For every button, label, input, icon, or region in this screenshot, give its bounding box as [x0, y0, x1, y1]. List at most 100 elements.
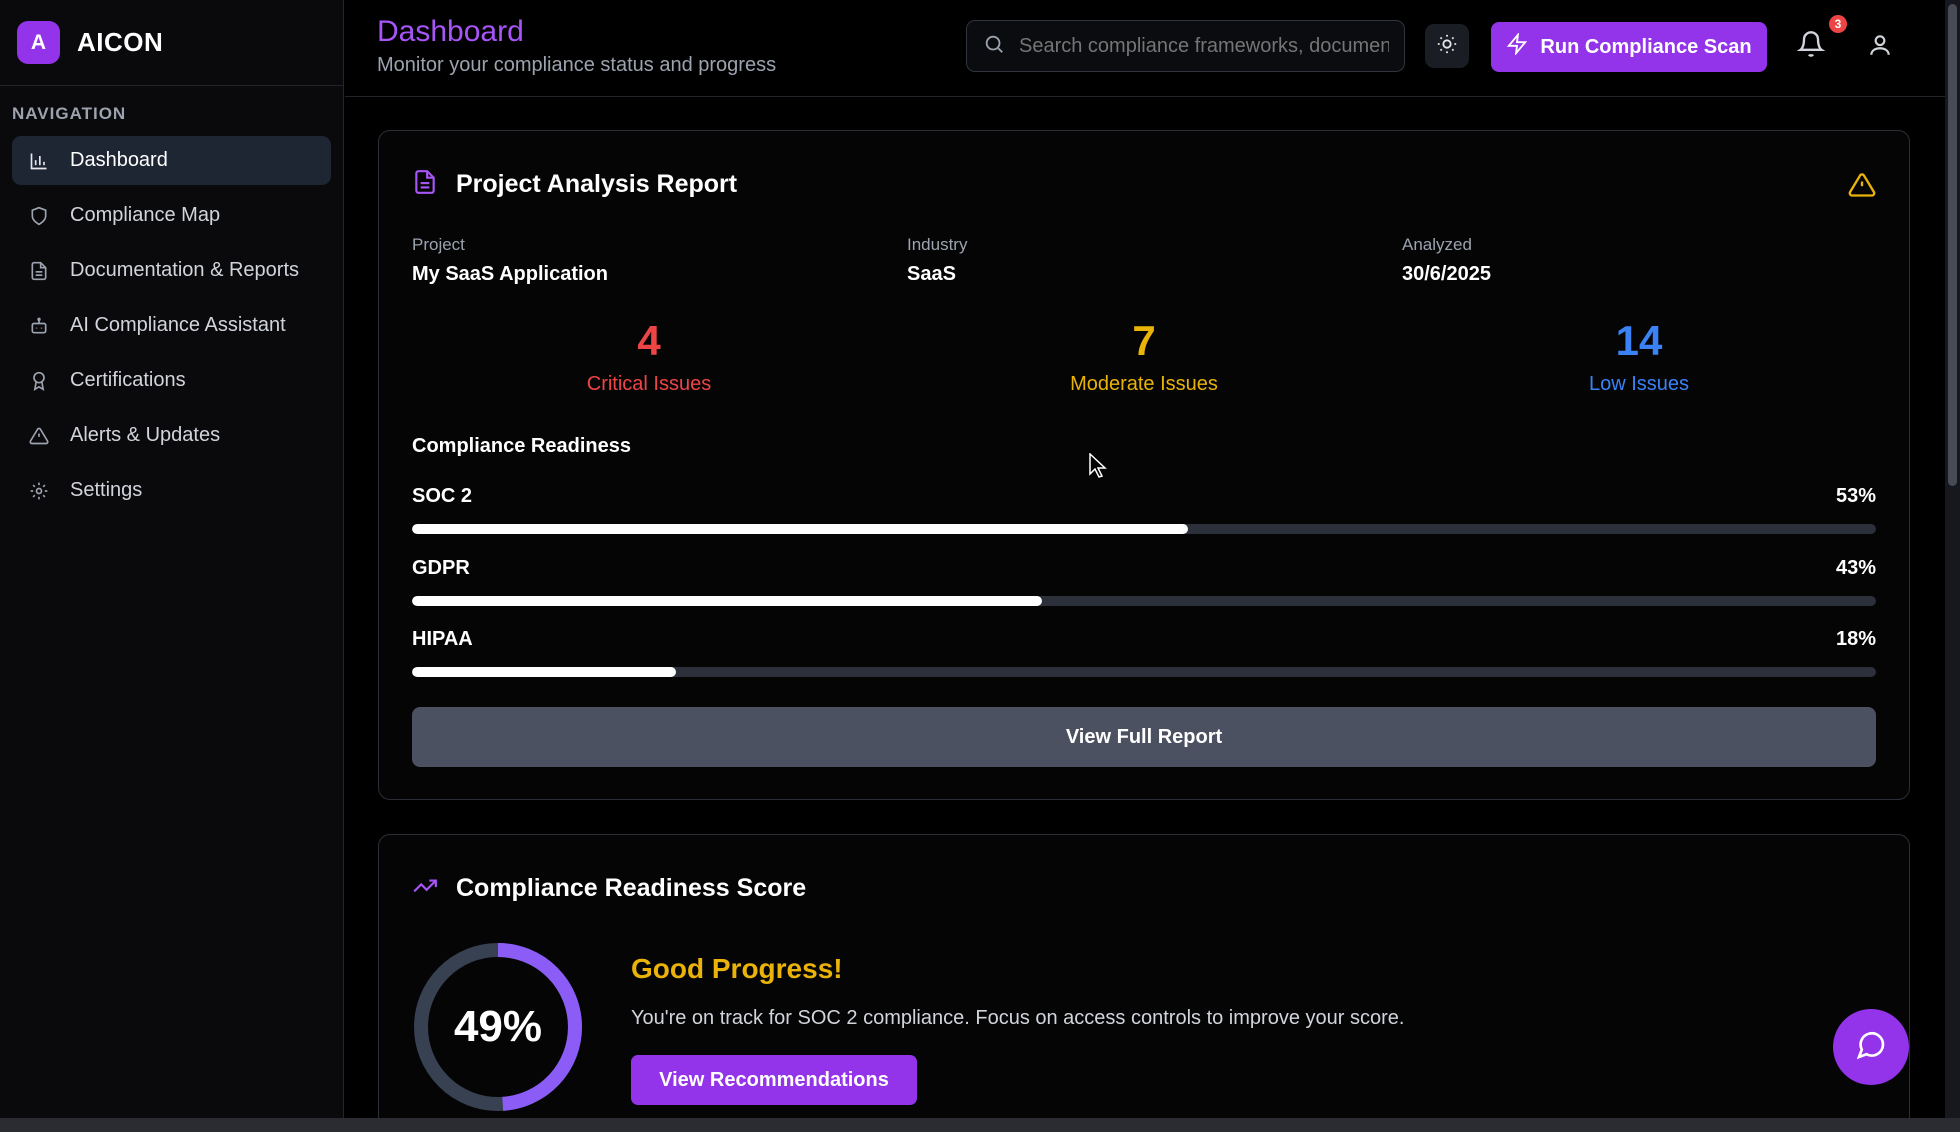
brand: A AICON: [0, 0, 343, 86]
user-menu-button[interactable]: [1867, 32, 1895, 60]
bot-icon: [28, 315, 50, 337]
award-icon: [28, 370, 50, 392]
progress-track: [412, 596, 1876, 606]
card-header: Project Analysis Report: [412, 169, 737, 200]
low-issues-stat: 14 Low Issues: [1514, 317, 1764, 396]
analyzed-value: 30/6/2025: [1402, 263, 1491, 285]
progress-soc2: SOC 2 53%: [412, 485, 1876, 534]
theme-toggle-button[interactable]: [1425, 24, 1469, 68]
score-ring-arc: [414, 943, 582, 1111]
sidebar-item-label: Alerts & Updates: [70, 424, 221, 446]
card-title: Project Analysis Report: [456, 170, 738, 198]
warning-icon: [1848, 171, 1876, 204]
vertical-scrollbar[interactable]: [1945, 0, 1960, 1118]
sidebar-item-label: AI Compliance Assistant: [70, 314, 286, 336]
sidebar-item-ai-assistant[interactable]: AI Compliance Assistant: [12, 301, 331, 350]
sidebar-item-label: Dashboard: [70, 149, 168, 171]
analyzed-label: Analyzed: [1402, 235, 1472, 254]
sidebar-item-settings[interactable]: Settings: [12, 466, 331, 515]
run-compliance-scan-button[interactable]: Run Compliance Scan: [1491, 22, 1767, 72]
industry-label: Industry: [907, 235, 968, 254]
sidebar-item-compliance-map[interactable]: Compliance Map: [12, 191, 331, 240]
sidebar-item-label: Settings: [70, 479, 143, 501]
horizontal-scrollbar[interactable]: [0, 1118, 1960, 1132]
nav-section-title: NAVIGATION: [12, 104, 127, 123]
score-headline: Good Progress!: [631, 953, 843, 984]
framework-name: HIPAA: [412, 628, 473, 650]
sidebar-item-label: Compliance Map: [70, 204, 221, 226]
sidebar-item-label: Documentation & Reports: [70, 259, 300, 281]
project-label: Project: [412, 235, 465, 254]
top-header: Dashboard Monitor your compliance status…: [345, 0, 1945, 97]
view-full-report-button[interactable]: View Full Report: [412, 707, 1876, 767]
notification-badge: 3: [1829, 15, 1847, 33]
progress-hipaa: HIPAA 18%: [412, 628, 1876, 677]
mouse-cursor-icon: [1089, 453, 1107, 478]
gear-icon: [28, 480, 50, 502]
progress-fill: [412, 596, 1042, 606]
search-icon: [983, 33, 1005, 60]
project-analysis-card: Project Analysis Report Project My SaaS …: [378, 130, 1910, 800]
progress-track: [412, 667, 1876, 677]
framework-name: SOC 2: [412, 485, 473, 507]
score-description: You're on track for SOC 2 compliance. Fo…: [631, 1007, 1405, 1029]
user-icon: [1867, 35, 1893, 62]
chat-bubble-icon: [1855, 1029, 1887, 1066]
scrollbar-thumb[interactable]: [1948, 4, 1957, 486]
bar-chart-icon: [28, 150, 50, 172]
framework-percent: 43%: [1835, 557, 1876, 579]
sidebar-item-documentation[interactable]: Documentation & Reports: [12, 246, 331, 295]
brand-name: AICON: [77, 27, 164, 57]
card-title: Compliance Readiness Score: [456, 874, 807, 902]
sidebar-nav: Dashboard Compliance Map Documentation &…: [0, 136, 343, 515]
moderate-count: 7: [1132, 317, 1156, 364]
project-meta: Project My SaaS Application: [412, 235, 608, 286]
sidebar-item-alerts[interactable]: Alerts & Updates: [12, 411, 331, 460]
view-recommendations-button[interactable]: View Recommendations: [631, 1055, 917, 1105]
scan-button-label: Run Compliance Scan: [1540, 35, 1752, 58]
sidebar-item-label: Certifications: [70, 369, 186, 391]
score-ring: [414, 943, 582, 1111]
project-value: My SaaS Application: [412, 263, 608, 285]
brand-logo[interactable]: A: [17, 21, 60, 64]
industry-meta: Industry SaaS: [907, 235, 967, 286]
trending-up-icon: [412, 873, 438, 904]
search-box[interactable]: [966, 20, 1405, 72]
sidebar-item-certifications[interactable]: Certifications: [12, 356, 331, 405]
shield-icon: [28, 205, 50, 227]
framework-name: GDPR: [412, 557, 470, 579]
progress-track: [412, 524, 1876, 534]
sidebar: A AICON NAVIGATION Dashboard Compliance …: [0, 0, 344, 1118]
readiness-score-card: Compliance Readiness Score 49% Good Prog…: [378, 834, 1910, 1132]
progress-gdpr: GDPR 43%: [412, 557, 1876, 606]
progress-fill: [412, 667, 676, 677]
score-value: 49%: [453, 1002, 543, 1051]
page-title: Dashboard: [377, 15, 524, 48]
industry-value: SaaS: [907, 263, 956, 285]
sun-icon: [1436, 33, 1458, 60]
bell-icon: [1796, 31, 1826, 62]
analyzed-meta: Analyzed 30/6/2025: [1402, 235, 1491, 286]
critical-count: 4: [637, 317, 661, 364]
search-input[interactable]: [1019, 34, 1389, 58]
critical-issues-stat: 4 Critical Issues: [524, 317, 774, 396]
low-label: Low Issues: [1588, 373, 1690, 395]
card-header: Compliance Readiness Score: [412, 873, 806, 904]
page-subtitle: Monitor your compliance status and progr…: [377, 54, 777, 76]
document-icon: [28, 260, 50, 282]
low-count: 14: [1615, 317, 1663, 364]
lightning-icon: [1506, 31, 1540, 61]
moderate-label: Moderate Issues: [1070, 373, 1218, 395]
document-icon: [412, 169, 438, 200]
readiness-title: Compliance Readiness: [412, 435, 631, 457]
moderate-issues-stat: 7 Moderate Issues: [1019, 317, 1269, 396]
notifications-button[interactable]: [1796, 30, 1829, 62]
chat-button[interactable]: [1833, 1009, 1909, 1085]
warning-icon: [28, 425, 50, 447]
framework-percent: 18%: [1835, 628, 1876, 650]
critical-label: Critical Issues: [586, 373, 712, 395]
sidebar-item-dashboard[interactable]: Dashboard: [12, 136, 331, 185]
framework-percent: 53%: [1835, 485, 1876, 507]
progress-fill: [412, 524, 1188, 534]
